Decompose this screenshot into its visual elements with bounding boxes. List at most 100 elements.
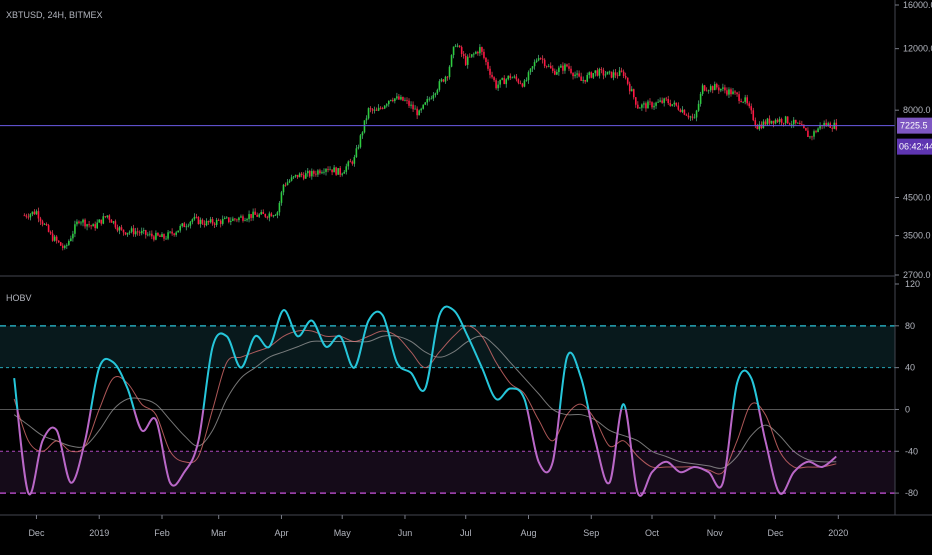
- candle-body: [758, 124, 761, 130]
- candle-body: [284, 184, 287, 186]
- candle-body: [612, 72, 615, 78]
- candle-body: [189, 221, 192, 226]
- candle-body: [541, 58, 544, 60]
- candle-body: [468, 56, 471, 58]
- candle-body: [481, 47, 483, 52]
- candle-body: [778, 118, 781, 122]
- candle-body: [72, 233, 74, 239]
- candle-body: [236, 219, 238, 221]
- osc-tick-label: 0: [905, 404, 910, 414]
- time-axis[interactable]: Dec 2019 Feb Mar Apr May Jun Jul Aug Sep Oct Nov Dec…: [0, 514, 932, 538]
- time-tick-label: Apr: [274, 528, 288, 538]
- candle-body: [679, 109, 682, 112]
- candle-body: [823, 122, 825, 126]
- candle-body: [144, 230, 147, 235]
- candle-body: [655, 102, 657, 106]
- oscillator-pane[interactable]: [0, 305, 895, 497]
- time-tick-label: Feb: [154, 528, 170, 538]
- candle-body: [566, 64, 568, 67]
- candle-body: [373, 109, 376, 111]
- candle-body: [748, 103, 751, 107]
- candle-body: [68, 241, 70, 245]
- candle-body: [513, 76, 516, 78]
- candle-body: [66, 244, 68, 246]
- candle-body: [590, 72, 593, 78]
- candle-body: [734, 91, 736, 93]
- candle-body: [424, 102, 427, 105]
- candle-body: [302, 175, 305, 179]
- osc-tick-label: -40: [905, 446, 918, 456]
- candle-body: [432, 95, 435, 99]
- candle-body: [151, 233, 153, 237]
- candle-body: [560, 65, 562, 68]
- candle-body: [309, 171, 311, 177]
- candle-body: [367, 108, 370, 119]
- candle-body: [470, 54, 473, 57]
- candle-body: [628, 83, 631, 92]
- candle-body: [539, 58, 542, 59]
- time-tick-label: Mar: [211, 528, 227, 538]
- candle-body: [122, 229, 125, 233]
- candle-body: [390, 99, 392, 101]
- candle-body: [537, 58, 540, 61]
- candle-body: [98, 219, 101, 223]
- candle-body: [788, 123, 791, 125]
- candle-body: [596, 70, 599, 76]
- candle-body: [588, 72, 591, 76]
- candle-body: [466, 56, 469, 65]
- last-price-badge: [897, 117, 932, 134]
- candle-body: [531, 66, 534, 69]
- candle-body: [304, 173, 307, 179]
- candle-body: [647, 101, 649, 109]
- candle-body: [173, 233, 175, 235]
- candle-body: [167, 232, 169, 239]
- candle-body: [256, 214, 258, 217]
- candle-body: [175, 232, 177, 235]
- candle-body: [454, 45, 457, 47]
- candle-body: [527, 72, 530, 81]
- candle-body: [306, 171, 309, 174]
- candle-body: [671, 104, 674, 106]
- candle-body: [298, 173, 301, 178]
- candle-body: [489, 68, 491, 75]
- candle-body: [651, 102, 653, 108]
- candle-body: [59, 242, 62, 246]
- candle-body: [430, 98, 433, 100]
- candle-body: [479, 47, 481, 54]
- candle-body: [519, 82, 522, 84]
- candle-body: [604, 74, 607, 76]
- candle-body: [55, 236, 58, 241]
- candle-body: [709, 86, 712, 91]
- candle-body: [584, 79, 586, 82]
- candle-body: [592, 73, 595, 78]
- price-tick-label: 4500.0: [903, 192, 931, 202]
- candle-body: [140, 231, 143, 234]
- osc-tick-label: -80: [905, 488, 918, 498]
- candle-body: [278, 202, 281, 213]
- candle-body: [766, 118, 769, 125]
- osc-tick-label: 40: [905, 363, 915, 373]
- candle-body: [252, 211, 254, 218]
- candle-body: [351, 161, 354, 164]
- candle-body: [232, 218, 234, 221]
- candle-body: [632, 89, 635, 98]
- candle-body: [499, 79, 501, 85]
- candle-body: [618, 70, 621, 76]
- candle-body: [155, 232, 157, 240]
- candle-body: [106, 215, 109, 218]
- candle-body: [509, 75, 512, 78]
- candle-body: [794, 119, 797, 123]
- candle-body: [426, 99, 429, 103]
- candle-body: [517, 79, 520, 83]
- candle-body: [716, 84, 718, 88]
- candle-body: [260, 211, 263, 215]
- candle-body: [713, 84, 716, 91]
- candle-body: [813, 131, 815, 137]
- candle-body: [511, 77, 514, 79]
- candle-body: [43, 224, 46, 225]
- candle-body: [462, 54, 465, 56]
- price-axis[interactable]: 16000.0 12000.0 8000.0 4500.0 3500.0 2700.0 72…: [894, 0, 932, 515]
- price-pane[interactable]: [0, 43, 895, 277]
- candle-body: [811, 136, 813, 138]
- candle-body: [756, 124, 759, 130]
